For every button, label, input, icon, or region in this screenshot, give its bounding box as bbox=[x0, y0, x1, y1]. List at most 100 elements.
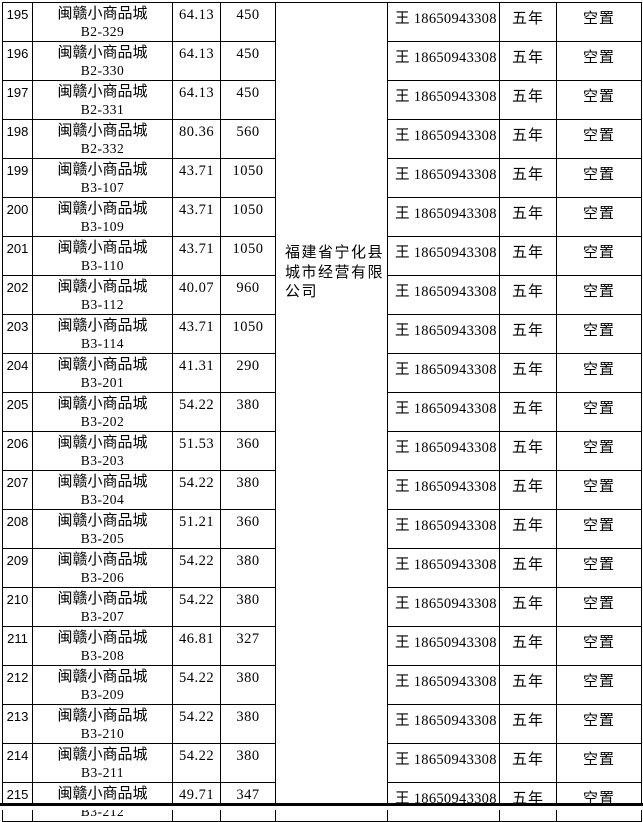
contact-cell: 王 18650943308 bbox=[387, 704, 500, 744]
unit-number: B3-210 bbox=[80, 726, 125, 741]
area-cell: 54.22 bbox=[172, 470, 221, 510]
table-row: 212 闽赣小商品城 B3-209 54.22 380 王 18650943308 五年 空置 bbox=[2, 665, 642, 705]
property-name-cell: 闽赣小商品城 B3-109 bbox=[32, 197, 173, 237]
lease-term-cell: 五年 bbox=[499, 626, 557, 666]
area-cell: 64.13 bbox=[172, 80, 221, 120]
status-cell: 空置 bbox=[556, 314, 642, 354]
property-name-cell: 闽赣小商品城 B3-107 bbox=[32, 158, 173, 198]
rent-cell: 360 bbox=[220, 431, 276, 471]
property-name-cell: 闽赣小商品城 B3-208 bbox=[32, 626, 173, 666]
unit-number: B3-207 bbox=[80, 609, 125, 624]
table-row: 211 闽赣小商品城 B3-208 46.81 327 王 18650943308 五年 空置 bbox=[2, 626, 642, 666]
market-name: 闽赣小商品城 bbox=[57, 162, 148, 178]
status-cell: 空置 bbox=[556, 782, 642, 822]
property-name-cell: 闽赣小商品城 B3-112 bbox=[32, 275, 173, 315]
rent-cell: 1050 bbox=[220, 158, 276, 198]
rent-cell: 560 bbox=[220, 119, 276, 159]
row-number-cell: 212 bbox=[2, 665, 33, 705]
property-name-cell: 闽赣小商品城 B3-209 bbox=[32, 665, 173, 705]
lease-term-cell: 五年 bbox=[499, 119, 557, 159]
unit-number: B3-201 bbox=[80, 375, 125, 390]
lease-term-cell: 五年 bbox=[499, 704, 557, 744]
area-cell: 54.22 bbox=[172, 665, 221, 705]
rent-cell: 290 bbox=[220, 353, 276, 393]
rent-cell: 380 bbox=[220, 470, 276, 510]
market-name: 闽赣小商品城 bbox=[57, 669, 148, 685]
row-number-cell: 205 bbox=[2, 392, 33, 432]
table-row: 198 闽赣小商品城 B2-332 80.36 560 王 18650943308 五年 空置 bbox=[2, 119, 642, 159]
rent-cell: 450 bbox=[220, 41, 276, 81]
property-name-cell: 闽赣小商品城 B2-331 bbox=[32, 80, 173, 120]
area-cell: 51.53 bbox=[172, 431, 221, 471]
row-number-cell: 198 bbox=[2, 119, 33, 159]
unit-number: B3-110 bbox=[81, 258, 124, 273]
row-number-cell: 215 bbox=[2, 782, 33, 822]
rent-cell: 450 bbox=[220, 80, 276, 120]
row-number-cell: 197 bbox=[2, 80, 33, 120]
unit-number: B3-202 bbox=[80, 414, 125, 429]
contact-cell: 王 18650943308 bbox=[387, 587, 500, 627]
area-cell: 43.71 bbox=[172, 197, 221, 237]
status-cell: 空置 bbox=[556, 431, 642, 471]
row-number-cell: 214 bbox=[2, 743, 33, 783]
status-cell: 空置 bbox=[556, 158, 642, 198]
table-row: 201 闽赣小商品城 B3-110 43.71 1050 王 18650943308 五年空… bbox=[2, 236, 642, 276]
row-number-cell: 201 bbox=[2, 236, 33, 276]
area-cell: 43.71 bbox=[172, 158, 221, 198]
row-number-cell: 208 bbox=[2, 509, 33, 549]
lease-term-cell: 五年 bbox=[499, 2, 557, 42]
status-cell: 空置 bbox=[556, 587, 642, 627]
lease-term-cell: 五年 bbox=[499, 392, 557, 432]
unit-number: B3-209 bbox=[80, 687, 125, 702]
table-row: 203 闽赣小商品城 B3-114 43.71 1050 王 18650943308 五年空… bbox=[2, 314, 642, 354]
unit-number: B3-109 bbox=[80, 219, 125, 234]
status-cell: 空置 bbox=[556, 704, 642, 744]
area-cell: 64.13 bbox=[172, 2, 221, 42]
market-name: 闽赣小商品城 bbox=[57, 591, 148, 607]
status-cell: 空置 bbox=[556, 548, 642, 588]
property-name-cell: 闽赣小商品城 B3-205 bbox=[32, 509, 173, 549]
market-name: 闽赣小商品城 bbox=[57, 318, 148, 334]
lease-term-cell: 五年 bbox=[499, 80, 557, 120]
status-cell: 空置 bbox=[556, 2, 642, 42]
unit-number: B2-332 bbox=[80, 141, 125, 156]
market-name: 闽赣小商品城 bbox=[57, 708, 148, 724]
row-number-cell: 199 bbox=[2, 158, 33, 198]
status-cell: 空置 bbox=[556, 119, 642, 159]
lease-term-cell: 五年 bbox=[499, 743, 557, 783]
row-number-cell: 203 bbox=[2, 314, 33, 354]
status-cell: 空置 bbox=[556, 470, 642, 510]
lease-term-cell: 五年 bbox=[499, 41, 557, 81]
status-cell: 空置 bbox=[556, 41, 642, 81]
row-number-cell: 210 bbox=[2, 587, 33, 627]
market-name: 闽赣小商品城 bbox=[57, 357, 148, 373]
lease-term-cell: 五年 bbox=[499, 197, 557, 237]
property-name-cell: 闽赣小商品城 B3-206 bbox=[32, 548, 173, 588]
property-name-cell: 闽赣小商品城 B3-114 bbox=[32, 314, 173, 354]
table-row: 208 闽赣小商品城 B3-205 51.21 360 王 18650943308 五年 空置 bbox=[2, 509, 642, 549]
contact-cell: 王 18650943308 bbox=[387, 41, 500, 81]
row-number-cell: 196 bbox=[2, 41, 33, 81]
status-cell: 空置 bbox=[556, 275, 642, 315]
contact-cell: 王 18650943308 bbox=[387, 431, 500, 471]
contact-cell: 王 18650943308 bbox=[387, 275, 500, 315]
property-name-cell: 闽赣小商品城 B3-207 bbox=[32, 587, 173, 627]
area-cell: 54.22 bbox=[172, 392, 221, 432]
lease-term-cell: 五年 bbox=[499, 353, 557, 393]
table-row: 213 闽赣小商品城 B3-210 54.22 380 王 18650943308 五年 空置 bbox=[2, 704, 642, 744]
rent-cell: 380 bbox=[220, 665, 276, 705]
contact-cell: 王 18650943308 bbox=[387, 665, 500, 705]
market-name: 闽赣小商品城 bbox=[57, 45, 148, 61]
contact-cell: 王 18650943308 bbox=[387, 80, 500, 120]
lease-term-cell: 五年 bbox=[499, 431, 557, 471]
property-name-cell: 闽赣小商品城 B2-329 bbox=[32, 2, 173, 42]
market-name: 闽赣小商品城 bbox=[57, 474, 148, 490]
rent-cell: 380 bbox=[220, 743, 276, 783]
market-name: 闽赣小商品城 bbox=[57, 435, 148, 451]
property-name-cell: 闽赣小商品城 B2-332 bbox=[32, 119, 173, 159]
row-number-cell: 195 bbox=[2, 2, 33, 42]
market-name: 闽赣小商品城 bbox=[57, 123, 148, 139]
contact-cell: 王 18650943308 bbox=[387, 314, 500, 354]
